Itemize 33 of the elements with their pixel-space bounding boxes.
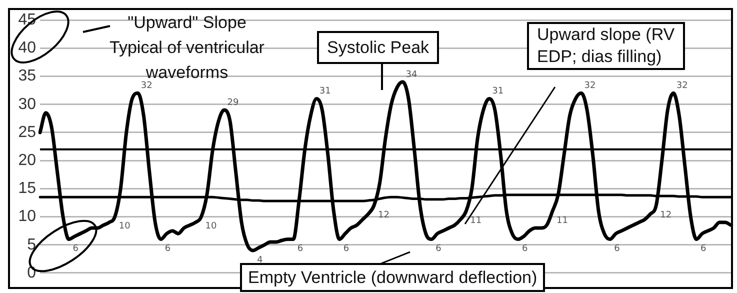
data-label: 10 [205,222,217,232]
data-label: 32 [140,81,152,91]
data-label: 6 [436,244,442,254]
y-tick-label: 10 [18,208,36,226]
annotation: Systolic Peak [317,31,440,64]
data-label: 11 [470,216,482,226]
data-label: 12 [378,210,390,220]
data-label: 6 [522,244,528,254]
data-label: 10 [118,222,131,232]
data-label: 29 [227,98,239,108]
data-label: 6 [164,244,171,254]
y-tick-label: 25 [18,124,36,141]
y-tick-label: 20 [18,152,36,169]
data-label: 34 [406,70,418,80]
data-label: 32 [676,81,688,91]
data-label: 6 [297,244,304,254]
data-label: 11 [556,216,568,226]
data-label: 4 [257,255,264,266]
annotation: Upward slope (RV EDP; dias filling) [527,22,685,70]
data-label: 6 [343,244,350,254]
data-label: 31 [492,86,504,97]
data-label: 12 [660,210,672,220]
y-tick-label: 40 [18,40,36,57]
y-tick-label: 30 [18,96,36,113]
annotation: Empty Ventricle (downward deflection) [248,268,538,287]
data-label: 6 [700,244,706,254]
y-tick-label: 15 [18,180,36,198]
data-label: 32 [584,81,596,91]
data-label: 6 [614,244,620,254]
y-tick-label: 5 [27,236,36,254]
y-tick-label: 35 [18,68,36,85]
data-label: 6 [72,244,79,254]
data-label: 31 [319,86,331,97]
